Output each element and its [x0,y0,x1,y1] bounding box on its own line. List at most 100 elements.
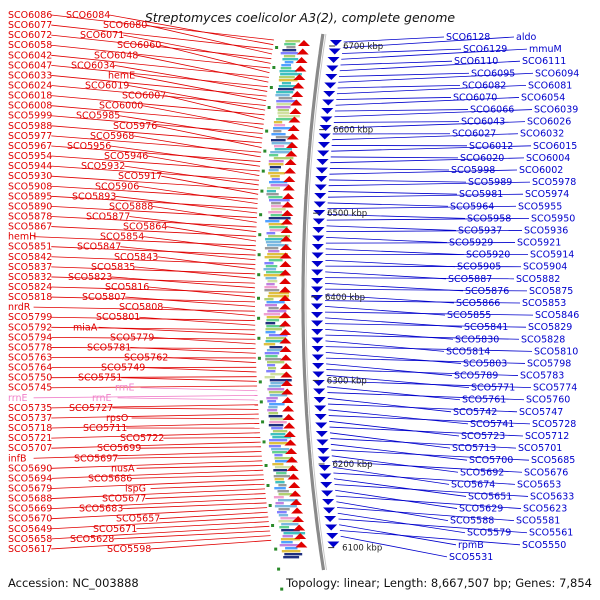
gene-label-sco5711: SCO5711 [83,423,127,434]
gene-label-sco6027: SCO6027 [452,129,496,140]
gene-leader-line [332,133,519,141]
feature-band [280,73,302,76]
tick-marker [271,524,275,527]
feature-band [271,178,280,181]
gene-label-sco6054: SCO6054 [521,92,565,103]
gene-label-sco5658: SCO5658 [8,534,52,545]
left-gene-arrow [280,227,293,233]
tick-marker [277,567,281,571]
gene-leader-line [131,474,264,479]
right-gene-arrow [321,108,334,114]
gene-label-sco5824: SCO5824 [8,282,52,293]
feature-band [278,484,287,487]
right-gene-arrow [322,99,335,106]
feature-band [265,358,282,361]
scale-tick-label: 6100 kbp [342,544,382,554]
feature-band [269,421,287,424]
gene-label-sco6111: SCO6111 [522,56,566,67]
left-gene-arrow [294,533,307,539]
feature-band [282,49,297,52]
gene-leader-line [325,259,456,268]
feature-band [275,136,291,139]
tick-marker [258,380,262,384]
gene-label-sco5789: SCO5789 [454,371,498,382]
gene-leader-line [330,157,525,164]
gene-label-sco5779: SCO5779 [110,332,154,343]
gene-label-sco5722: SCO5722 [120,433,164,444]
gene-leader-line [51,145,261,162]
gene-label-sco5692: SCO5692 [460,467,504,478]
gene-label-sco5688: SCO5688 [8,494,52,505]
gene-leader-line [325,265,522,268]
gene-leader-line [133,75,267,102]
gene-label-sco5657: SCO5657 [116,514,160,525]
feature-band [284,553,303,556]
feature-band [265,304,277,307]
feature-band [274,454,283,457]
feature-band [274,478,284,481]
gene-label-sco5905: SCO5905 [457,262,501,273]
left-gene-arrow [279,269,292,276]
feature-band [267,295,289,298]
gene-leader-line [330,156,459,159]
gene-label-sco6071: SCO6071 [80,30,124,41]
gene-label-sco5633: SCO5633 [530,491,574,502]
feature-band [267,253,288,256]
tick-marker [259,400,263,404]
gene-leader-line [51,44,271,69]
gene-leader-line [120,246,256,261]
gene-label-sco6043: SCO6043 [461,117,505,128]
gene-label-sco6058: SCO6058 [8,40,52,51]
gene-label-sco6080: SCO6080 [103,20,147,31]
gene-leader-line [328,191,458,195]
right-gene-arrow [315,422,328,429]
gene-leader-line [51,165,260,181]
gene-leader-line [143,236,256,251]
feature-band [283,55,296,58]
gene-leader-line [326,363,453,376]
gene-leader-line [142,105,264,130]
feature-band [266,325,285,328]
gene-leader-line [134,266,256,279]
feature-band [268,292,290,295]
gene-label-sco5764: SCO5764 [8,363,52,374]
gene-label-sco5651: SCO5651 [468,491,512,502]
gene-label-sco5617: SCO5617 [8,544,52,555]
gene-leader-line [51,246,256,256]
right-gene-arrow [311,329,324,335]
gene-leader-line [333,121,526,129]
left-gene-arrow [284,159,297,165]
gene-label-sco6082: SCO6082 [462,80,506,91]
tick-marker [274,547,278,551]
gene-leader-line [51,195,258,209]
feature-band [269,181,288,184]
gene-label-sco5956: SCO5956 [67,141,111,152]
right-gene-arrow [314,184,327,191]
gene-leader-line [333,472,516,485]
gene-label-sco5835: SCO5835 [91,262,135,273]
tick-marker [257,316,261,320]
feature-band [264,376,275,379]
gene-label-heme: hemE [108,70,135,81]
gene-label-sco5830: SCO5830 [455,334,499,345]
gene-label-sco6077: SCO6077 [8,20,52,31]
gene-leader-line [139,316,256,326]
left-gene-arrow [286,142,299,148]
gene-label-sco5843: SCO5843 [114,252,158,263]
left-gene-arrow [287,473,300,480]
right-gene-arrow [328,48,341,55]
gene-label-sco5700: SCO5700 [469,455,513,466]
gene-label-sco6060: SCO6060 [117,40,161,51]
left-gene-arrow [279,346,292,352]
feature-band [280,538,301,541]
feature-band [273,157,294,160]
gene-label-sco6033: SCO6033 [8,70,52,81]
gene-leader-line [51,376,257,379]
gene-label-sco6020: SCO6020 [460,153,504,164]
left-gene-arrow [280,380,293,386]
left-gene-arrow [279,303,292,310]
feature-band [276,100,298,103]
gene-leader-line [33,306,256,312]
gene-leader-line [336,501,449,522]
gene-leader-line [51,316,256,321]
